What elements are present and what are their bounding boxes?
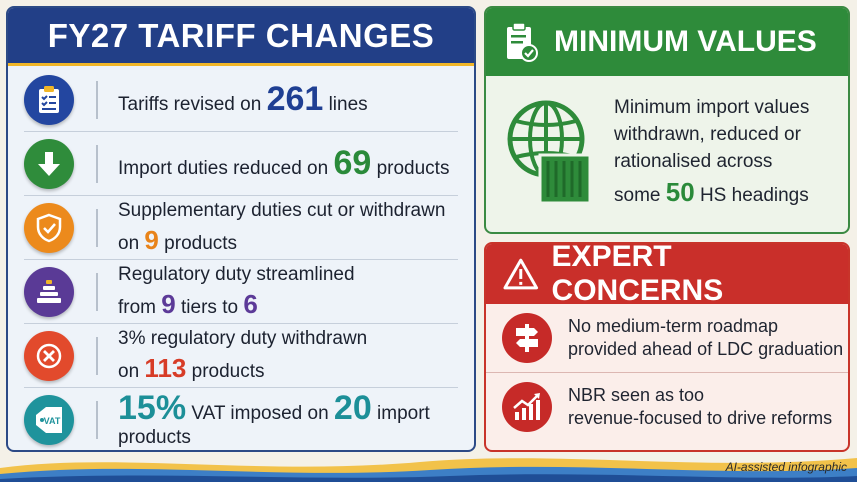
vat-label: VAT [44, 416, 61, 426]
concern-text-line2: provided ahead of LDC graduation [568, 339, 844, 359]
tariff-row-text: 15% VAT imposed on 20 import products [118, 391, 458, 450]
tariff-row-revised: Tariffs revised on 261 lines [24, 68, 458, 132]
tiers-pyramid-icon [24, 266, 74, 317]
minimum-values-text: Minimum import values withdrawn, reduced… [614, 94, 809, 209]
tariff-row-regulatory-tiers: Regulatory duty streamlined from 9 tiers… [24, 260, 458, 324]
cross-circle-icon [24, 330, 74, 381]
footer-credit: AI-assisted infographic [725, 460, 847, 474]
row-text-post: import products [118, 402, 430, 448]
tariff-row-text: Tariffs revised on 261 lines [118, 82, 368, 117]
concern-text-line1: NBR seen as too [568, 384, 705, 405]
expert-concerns-title: EXPERT CONCERNS [551, 242, 724, 307]
row-text-line1: Regulatory duty streamlined [118, 263, 355, 285]
minimum-text-post: HS headings [694, 185, 809, 206]
row-divider [96, 208, 98, 247]
tariff-panel-title: FY27 TARIFF CHANGES [8, 8, 474, 66]
minimum-text-line3: rationalised across [614, 151, 773, 172]
row-text-pre: Tariffs revised on [118, 94, 267, 115]
tiers-from: 9 [161, 288, 176, 319]
tariff-row-regulatory-withdrawn: 3% regulatory duty withdrawn on 113 prod… [24, 324, 458, 388]
row-text-post: lines [323, 94, 368, 115]
tariff-row-import-duties: Import duties reduced on 69 products [24, 132, 458, 196]
products-count: 9 [144, 224, 159, 255]
row-divider [96, 80, 98, 119]
products-count: 20 [333, 388, 372, 427]
minimum-text-pre: some [614, 185, 666, 206]
row-text-post: products [371, 158, 450, 179]
clipboard-check-icon [24, 74, 74, 125]
row-divider [96, 401, 98, 439]
row-text-post: products [158, 232, 238, 254]
minimum-text-line1: Minimum import values [614, 97, 810, 118]
row-divider [96, 144, 98, 183]
minimum-values-panel: MINIMUM VALUES Minimum import values wit… [484, 6, 850, 234]
concern-item-nbr: NBR seen as too revenue-focused to drive… [486, 372, 848, 440]
tariff-row-supplementary: Supplementary duties cut or withdrawn on… [24, 196, 458, 260]
tiers-to: 6 [243, 288, 258, 319]
globe-container-icon [507, 100, 592, 204]
expert-concerns-header: EXPERT CONCERNS [486, 244, 848, 307]
lines-count: 261 [266, 80, 324, 118]
signpost-icon [502, 313, 552, 363]
bottom-wave-decoration [0, 458, 857, 482]
concern-text: NBR seen as too revenue-focused to drive… [568, 384, 832, 430]
tariff-row-text: Supplementary duties cut or withdrawn on… [118, 199, 445, 257]
tariff-row-text: Regulatory duty streamlined from 9 tiers… [118, 263, 355, 321]
concern-item-roadmap: No medium-term roadmap provided ahead of… [486, 304, 848, 372]
tariff-row-text: 3% regulatory duty withdrawn on 113 prod… [118, 327, 367, 385]
tariff-row-text: Import duties reduced on 69 products [118, 146, 449, 181]
row-divider [96, 272, 98, 311]
vat-rate: 15% [118, 388, 187, 427]
hs-headings-count: 50 [665, 177, 695, 207]
minimum-values-title: MINIMUM VALUES [554, 25, 817, 58]
tariff-row-vat: VAT 15% VAT imposed on 20 import product… [24, 388, 458, 450]
clipboard-check-icon [507, 22, 538, 62]
row-text-post: products [186, 360, 265, 382]
row-text-line1: Supplementary duties cut or withdrawn [118, 199, 446, 221]
vat-tag-icon: VAT [24, 395, 74, 445]
rising-chart-icon [502, 381, 552, 432]
row-divider [96, 336, 98, 375]
minimum-values-header: MINIMUM VALUES [486, 8, 848, 76]
minimum-text-line2: withdrawn, reduced or [614, 124, 801, 145]
shield-check-icon [24, 202, 74, 253]
warning-icon [503, 258, 539, 290]
concern-text-line1: No medium-term roadmap [568, 316, 779, 336]
down-arrow-icon [24, 138, 74, 189]
products-count: 69 [333, 144, 372, 182]
concern-text: No medium-term roadmap provided ahead of… [568, 315, 843, 361]
row-text-line1: 3% regulatory duty withdrawn [118, 327, 368, 349]
row-text-mid: tiers to [175, 296, 244, 318]
row-text-pre: Import duties reduced on [118, 158, 334, 179]
products-count: 113 [144, 352, 187, 383]
row-text-pre: from [118, 296, 162, 318]
row-text-pre: on [118, 232, 145, 254]
expert-concerns-panel: EXPERT CONCERNS No medium-term roadmap p… [484, 242, 850, 452]
row-text-mid: VAT imposed on [186, 402, 334, 424]
tariff-changes-panel: FY27 TARIFF CHANGES Tariffs revised on 2… [6, 6, 476, 452]
row-text-pre: on [118, 360, 145, 382]
concern-text-line2: revenue-focused to drive reforms [568, 407, 833, 428]
